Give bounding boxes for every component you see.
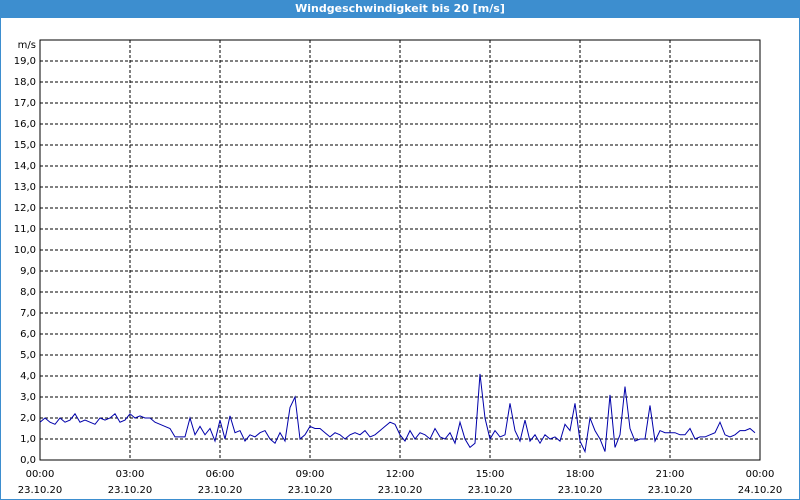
x-tick-label: 03:00 [116, 469, 145, 480]
x-tick-label: 09:00 [296, 469, 325, 480]
x-tick-date: 23.10.20 [288, 485, 333, 496]
y-tick-label: 10,0 [14, 245, 36, 256]
y-tick-label: 12,0 [14, 203, 36, 214]
chart-title: Windgeschwindigkeit bis 20 [m/s] [295, 2, 505, 15]
y-tick-label: 9,0 [20, 266, 36, 277]
y-tick-label: 15,0 [14, 140, 36, 151]
y-tick-label: 1,0 [20, 434, 36, 445]
x-tick-label: 06:00 [206, 469, 235, 480]
y-tick-label: 16,0 [14, 119, 36, 130]
y-tick-label: 6,0 [20, 329, 36, 340]
y-tick-label: 19,0 [14, 56, 36, 67]
plot-frame [39, 39, 761, 461]
y-tick-label: 0,0 [20, 455, 36, 466]
y-tick-label: 18,0 [14, 77, 36, 88]
x-tick-date: 23.10.20 [18, 485, 63, 496]
y-tick-label: 17,0 [14, 98, 36, 109]
y-tick-label: 4,0 [20, 371, 36, 382]
x-tick-date: 23.10.20 [198, 485, 243, 496]
x-tick-date: 24.10.20 [738, 485, 783, 496]
x-tick-label: 15:00 [476, 469, 505, 480]
x-tick-date: 23.10.20 [468, 485, 513, 496]
y-unit: m/s [18, 40, 36, 51]
x-tick-label: 21:00 [656, 469, 685, 480]
x-tick-label: 00:00 [746, 469, 775, 480]
y-tick-label: 14,0 [14, 161, 36, 172]
x-tick-date: 23.10.20 [648, 485, 693, 496]
x-tick-label: 12:00 [386, 469, 415, 480]
y-tick-label: 11,0 [14, 224, 36, 235]
x-tick-label: 18:00 [566, 469, 595, 480]
data-line [39, 373, 756, 454]
x-tick-label: 00:00 [26, 469, 55, 480]
title-bar [0, 0, 800, 18]
y-tick-label: 3,0 [20, 392, 36, 403]
y-tick-label: 8,0 [20, 287, 36, 298]
y-tick-label: 13,0 [14, 182, 36, 193]
x-tick-date: 23.10.20 [558, 485, 603, 496]
y-tick-label: 2,0 [20, 413, 36, 424]
y-tick-label: 5,0 [20, 350, 36, 361]
x-tick-date: 23.10.20 [108, 485, 153, 496]
y-tick-label: 7,0 [20, 308, 36, 319]
x-tick-date: 23.10.20 [378, 485, 423, 496]
